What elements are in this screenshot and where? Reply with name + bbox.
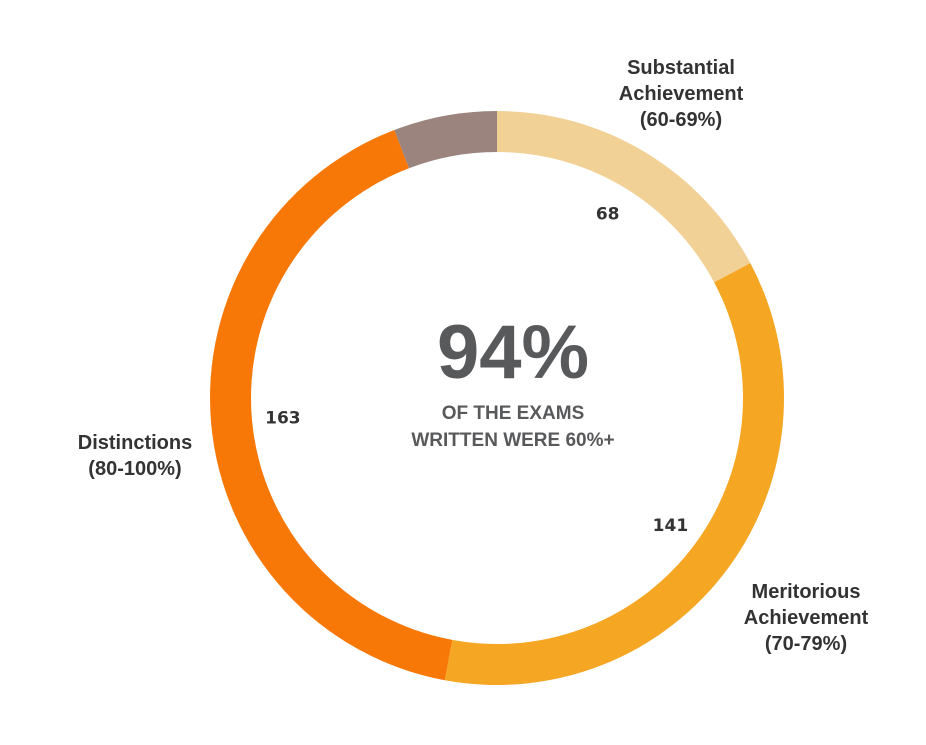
category-label-line: (80-100%) bbox=[88, 458, 181, 480]
category-label-line: Achievement bbox=[744, 607, 869, 629]
slice-other bbox=[394, 111, 497, 169]
category-labels-group: Substantial Achievement (60-69%) Meritoriou… bbox=[78, 57, 869, 655]
value-label-meritorious: 141 bbox=[653, 516, 689, 536]
slice-meritorious bbox=[444, 263, 785, 685]
center-line-1: OF THE EXAMS bbox=[442, 403, 585, 424]
category-label-line: Meritorious bbox=[752, 581, 861, 603]
category-label-line: Substantial bbox=[627, 57, 735, 79]
slice-substantial bbox=[497, 111, 751, 283]
center-headline: 94% bbox=[437, 310, 589, 395]
category-label-line: (60-69%) bbox=[640, 109, 722, 131]
category-label-line: Distinctions bbox=[78, 432, 192, 454]
category-label-line: (70-79%) bbox=[765, 633, 847, 655]
slices-group bbox=[209, 111, 785, 685]
category-label-line: Achievement bbox=[619, 83, 744, 105]
value-labels-group: 68 141 163 bbox=[265, 205, 688, 536]
value-label-substantial: 68 bbox=[596, 205, 620, 225]
value-label-distinctions: 163 bbox=[265, 409, 301, 429]
center-text-group: 94% OF THE EXAMS WRITTEN WERE 60%+ bbox=[411, 310, 614, 451]
category-label-substantial: Substantial Achievement (60-69%) bbox=[619, 57, 744, 131]
category-label-distinctions: Distinctions (80-100%) bbox=[78, 432, 192, 480]
center-line-2: WRITTEN WERE 60%+ bbox=[411, 430, 614, 451]
category-label-meritorious: Meritorious Achievement (70-79%) bbox=[744, 581, 869, 655]
slice-distinctions bbox=[209, 129, 453, 681]
